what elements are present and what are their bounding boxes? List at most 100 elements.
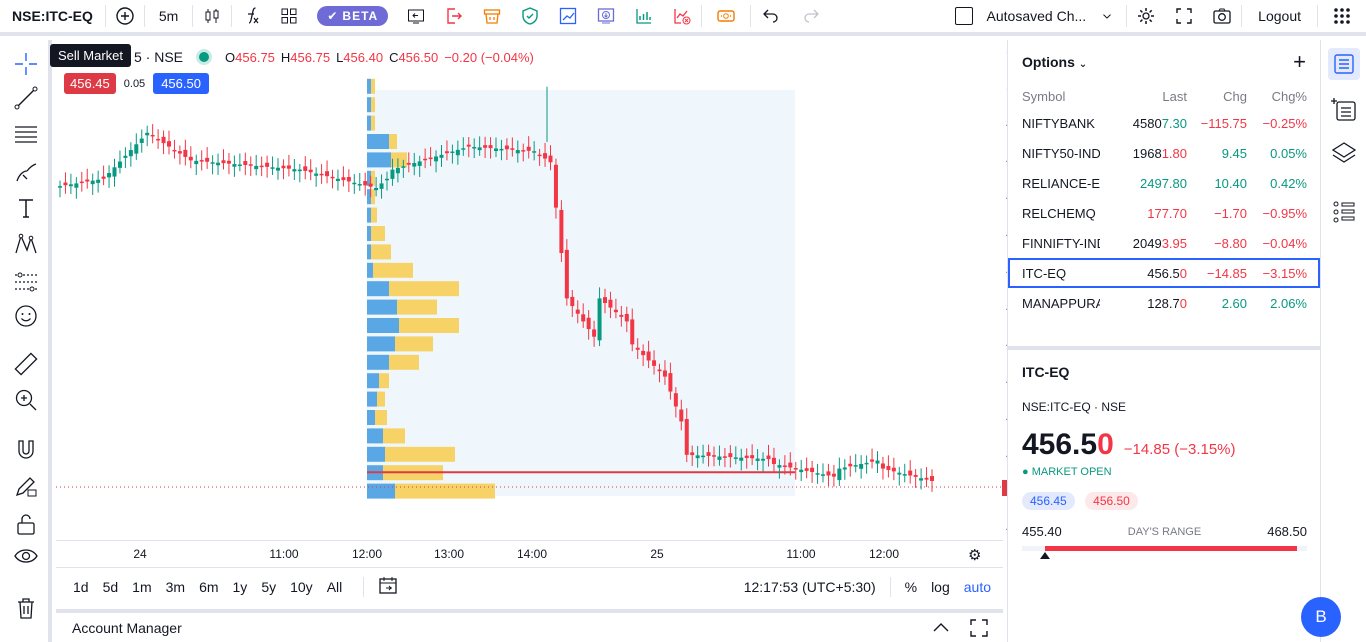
time-axis[interactable]: ⚙ 24 11:00 12:00 13:00 14:00 25 11:00 12:00 — [56, 540, 1003, 567]
watchlist-row[interactable]: NIFTYBANK 45807.30 −115.75 −0.25% — [1008, 108, 1320, 138]
apps-menu-button[interactable] — [1318, 0, 1366, 34]
candle-body — [668, 373, 673, 392]
range-button-1d[interactable]: 1d — [73, 578, 89, 595]
watchlist-row[interactable]: ITC-EQ 456.50 −14.85 −3.15% — [1008, 258, 1320, 288]
range-button-1m[interactable]: 1m — [132, 578, 152, 595]
templates-button[interactable] — [270, 0, 308, 34]
range-button-3m[interactable]: 3m — [165, 578, 186, 595]
candle-body — [733, 457, 738, 459]
column-chgp[interactable]: Chg% — [1271, 88, 1307, 104]
user-avatar[interactable]: B — [1301, 597, 1341, 637]
profile-bar-buy — [367, 207, 371, 223]
row-change: −14.85 — [1206, 265, 1247, 281]
undo-button[interactable] — [751, 0, 791, 34]
account-manager-bar[interactable]: Account Manager — [56, 609, 1003, 642]
layout-button[interactable]: Autosaved Ch... — [943, 0, 1127, 34]
forecast-tool[interactable] — [12, 268, 40, 296]
profile-bar-sell — [371, 244, 391, 260]
axis-settings-icon[interactable]: ⚙ — [968, 547, 982, 564]
watchlist-toggle[interactable] — [1328, 48, 1360, 80]
emoji-tool[interactable] — [12, 302, 40, 330]
bid-chip[interactable]: 456.45 — [1022, 492, 1075, 510]
interval-button[interactable]: 5m — [158, 8, 179, 24]
chevron-up-icon[interactable] — [931, 618, 951, 638]
row-change-pct: 2.06% — [1270, 295, 1307, 311]
brush-tool[interactable] — [12, 158, 40, 186]
clock[interactable]: 12:17:53 (UTC+5:30) — [743, 578, 876, 595]
column-chg[interactable]: Chg — [1223, 88, 1247, 104]
range-button-10y[interactable]: 10y — [290, 578, 313, 595]
symbol-search[interactable]: NSE:ITC-EQ — [12, 8, 93, 24]
trend-chart-icon — [560, 7, 577, 25]
drawing-mode-tool[interactable] — [12, 472, 40, 500]
beta-button[interactable]: ✔ BETA — [308, 0, 397, 34]
settings-button[interactable] — [1127, 0, 1165, 34]
redo-button[interactable] — [791, 0, 831, 34]
fib-tool[interactable] — [12, 120, 40, 148]
price-chart[interactable] — [56, 40, 1003, 540]
tool-button-6[interactable] — [587, 0, 625, 34]
maximize-icon[interactable] — [969, 618, 989, 638]
buy-button[interactable]: 456.50 — [153, 73, 209, 94]
range-button-5y[interactable]: 5y — [261, 578, 277, 595]
profile-bar-buy — [367, 483, 395, 499]
lock-tool[interactable] — [12, 510, 40, 538]
ticket-icon — [717, 10, 735, 22]
trendline-tool[interactable] — [12, 84, 40, 112]
auto-toggle[interactable]: auto — [963, 578, 991, 595]
watchlist-row[interactable]: FINNIFTY-INDEX 20493.95 −8.80 −0.04% — [1008, 228, 1320, 258]
tool-button-8[interactable] — [663, 0, 701, 34]
remove-drawings-tool[interactable] — [12, 594, 40, 622]
pattern-tool[interactable] — [12, 230, 40, 258]
watchlist-row[interactable]: MANAPPURAM 128.70 2.60 2.06% — [1008, 288, 1320, 318]
crosshair-tool[interactable] — [12, 50, 40, 78]
percent-toggle[interactable]: % — [904, 578, 918, 595]
range-button-5d[interactable]: 5d — [102, 578, 119, 595]
row-last: 128.70 — [1147, 295, 1187, 311]
watchlist-row[interactable]: RELCHEMQ 177.70 −1.70 −0.95% — [1008, 198, 1320, 228]
visibility-tool[interactable] — [12, 542, 40, 570]
text-tool[interactable] — [12, 194, 40, 222]
chart-pane[interactable]: 5 · NSE O456.75 H456.75 L456.40 C456.50 … — [56, 40, 1051, 567]
candle-body — [428, 157, 433, 160]
watchlist-title[interactable]: Options ⌄ — [1022, 54, 1088, 70]
column-last[interactable]: Last — [1162, 88, 1187, 104]
tool-button-4[interactable] — [511, 0, 549, 34]
divider — [363, 576, 365, 597]
sell-button[interactable]: 456.45 — [64, 73, 116, 94]
magnet-tool[interactable] — [12, 436, 40, 464]
chart-type-button[interactable] — [193, 0, 231, 34]
watchlist-row[interactable]: NIFTY50-INDEX 19681.80 9.45 0.05% — [1008, 138, 1320, 168]
tool-button-1[interactable] — [397, 0, 435, 34]
details-price: 456.50 — [1022, 428, 1114, 461]
indicators-button[interactable] — [232, 0, 270, 34]
goto-date-button[interactable] — [378, 575, 398, 598]
compare-button[interactable] — [106, 0, 144, 34]
magnet-icon — [18, 440, 34, 459]
add-symbol-button[interactable]: + — [1293, 49, 1306, 74]
range-button-all[interactable]: All — [326, 578, 343, 595]
screenshot-button[interactable] — [1203, 0, 1241, 34]
candle-body — [537, 154, 542, 157]
column-symbol[interactable]: Symbol — [1022, 88, 1066, 104]
zoom-tool[interactable] — [12, 386, 40, 414]
log-toggle[interactable]: log — [931, 578, 950, 595]
hotlist-toggle[interactable] — [1330, 198, 1358, 231]
candle-body — [319, 173, 324, 176]
ask-chip[interactable]: 456.50 — [1085, 492, 1138, 510]
candle-body — [450, 151, 455, 154]
fullscreen-button[interactable] — [1165, 0, 1203, 34]
tool-button-2[interactable] — [435, 0, 473, 34]
measure-tool[interactable] — [12, 350, 40, 378]
alerts-toggle[interactable] — [1330, 96, 1358, 129]
tool-button-7[interactable] — [625, 0, 663, 34]
tool-button-9[interactable] — [702, 0, 750, 34]
watchlist-row[interactable]: RELIANCE-EQ 2497.80 10.40 0.42% — [1008, 168, 1320, 198]
range-button-6m[interactable]: 6m — [199, 578, 219, 595]
range-button-1y[interactable]: 1y — [232, 578, 248, 595]
logout-button[interactable]: Logout — [1258, 8, 1301, 24]
tool-button-5[interactable] — [549, 0, 587, 34]
layers-toggle[interactable] — [1330, 140, 1358, 173]
tool-button-3[interactable] — [473, 0, 511, 34]
row-change-pct: −0.25% — [1262, 115, 1307, 131]
